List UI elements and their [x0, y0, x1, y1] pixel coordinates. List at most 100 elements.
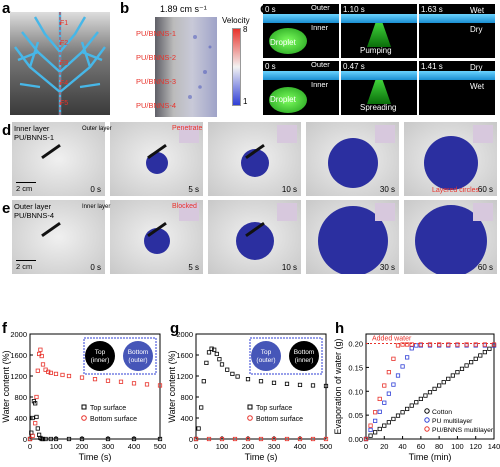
- action-label: Pumping: [360, 46, 392, 55]
- data-point: [409, 403, 414, 408]
- x-tick-label: 0: [28, 442, 32, 451]
- data-point: [427, 342, 433, 347]
- series-cotton: [363, 343, 497, 442]
- x-tick-label: 100: [216, 442, 229, 451]
- series-bottom-surface: [27, 347, 163, 442]
- data-point: [405, 355, 410, 360]
- plot-frame: [365, 333, 495, 440]
- x-tick-label: 200: [76, 442, 89, 451]
- sequence-frame: 60 s: [404, 122, 497, 196]
- water-spot: [327, 138, 378, 188]
- inset-image: [277, 125, 297, 143]
- dropper-tip: [41, 143, 61, 160]
- force-label: F4: [60, 80, 69, 87]
- data-point: [33, 401, 38, 406]
- data-point: [464, 343, 469, 348]
- panel-a-label: a: [2, 0, 11, 17]
- sequence-frame: 5 s: [110, 200, 203, 274]
- data-point: [391, 416, 396, 422]
- layer-label: PU/BNNS-3: [135, 77, 176, 86]
- inner-label: Inner: [311, 23, 329, 32]
- data-point: [53, 436, 59, 442]
- x-axis-label: Time (s): [245, 452, 278, 462]
- y-tick-label: 2000: [176, 330, 193, 339]
- data-point: [373, 430, 378, 435]
- added-water-label: Added water: [372, 336, 412, 343]
- inset-image: [375, 125, 395, 143]
- y-axis-label: Evaporation of water (g): [333, 338, 343, 434]
- data-point: [377, 426, 382, 432]
- data-point: [395, 413, 401, 418]
- y-tick-label: 1600: [176, 351, 193, 360]
- sequence-frame: 30 s: [306, 200, 399, 274]
- droplet-shape: [367, 80, 391, 104]
- fabric-strip: [341, 71, 417, 80]
- inset-image: [473, 203, 493, 221]
- time-label: 10 s: [281, 263, 297, 272]
- time-label: 0 s: [265, 5, 276, 14]
- data-point: [131, 381, 137, 386]
- state-label: Dry: [470, 63, 483, 72]
- data-point: [491, 342, 497, 347]
- data-point: [131, 436, 137, 442]
- inset-image: [473, 125, 493, 143]
- data-point: [432, 386, 437, 391]
- data-point: [199, 405, 204, 410]
- x-tick-label: 400: [294, 442, 307, 451]
- legend-entry: PU/BNNS multilayer: [432, 427, 494, 434]
- data-point: [43, 436, 48, 442]
- data-point: [395, 373, 401, 378]
- time-label: 0 s: [90, 263, 101, 272]
- data-point: [455, 343, 460, 348]
- data-point: [60, 372, 65, 378]
- x-tick-label: 60: [417, 442, 425, 451]
- time-label: 5 s: [188, 185, 199, 194]
- panel-h-label: h: [335, 320, 345, 337]
- inset-text: Bottom: [294, 349, 315, 356]
- x-tick-label: 140: [488, 442, 500, 451]
- inset-image: [375, 203, 395, 221]
- data-point: [206, 350, 212, 355]
- panel-e-label: e: [2, 200, 11, 217]
- data-point: [66, 436, 72, 442]
- velocity-legend-title: Velocity: [222, 16, 250, 25]
- water-spot: [423, 136, 478, 190]
- data-point: [437, 342, 442, 347]
- data-point: [377, 396, 382, 402]
- droplet-shape: [269, 87, 307, 113]
- droplet-shape: [269, 28, 307, 54]
- y-tick-label: 1200: [176, 372, 193, 381]
- data-point: [363, 436, 369, 442]
- sequence-frame: 0 s: [12, 200, 105, 274]
- data-point: [414, 343, 419, 348]
- data-point: [144, 382, 150, 387]
- data-point: [297, 436, 303, 442]
- legend-entry: Top surface: [90, 405, 126, 412]
- scale-bar: [16, 260, 36, 261]
- state-label: Wet: [470, 6, 485, 15]
- data-point: [386, 370, 391, 375]
- data-point: [473, 356, 478, 361]
- flow-velocity: 1.89 cm s⁻¹: [160, 4, 207, 14]
- inset-text: Bottom: [128, 349, 149, 356]
- x-tick-label: 0: [194, 442, 198, 451]
- x-tick-label: 400: [128, 442, 141, 451]
- y-tick-label: 1200: [10, 372, 27, 381]
- inset-image: [179, 125, 199, 143]
- data-point: [39, 353, 44, 359]
- data-point: [487, 346, 492, 351]
- data-point: [38, 435, 43, 441]
- data-point: [409, 342, 414, 347]
- data-point: [204, 360, 209, 365]
- dropper-tip: [41, 221, 61, 238]
- y-tick-label: 0.05: [348, 411, 363, 420]
- x-tick-label: 500: [320, 442, 333, 451]
- y-tick-label: 0.10: [348, 387, 363, 396]
- droplet-label: Droplet: [270, 95, 296, 104]
- y-axis-label: Water content (%): [167, 350, 177, 422]
- water-spot: [143, 228, 170, 254]
- inner-label: Inner: [311, 80, 329, 89]
- data-point: [105, 378, 111, 383]
- tree-network-illustration: [10, 12, 110, 115]
- panel-f-label: f: [2, 320, 7, 337]
